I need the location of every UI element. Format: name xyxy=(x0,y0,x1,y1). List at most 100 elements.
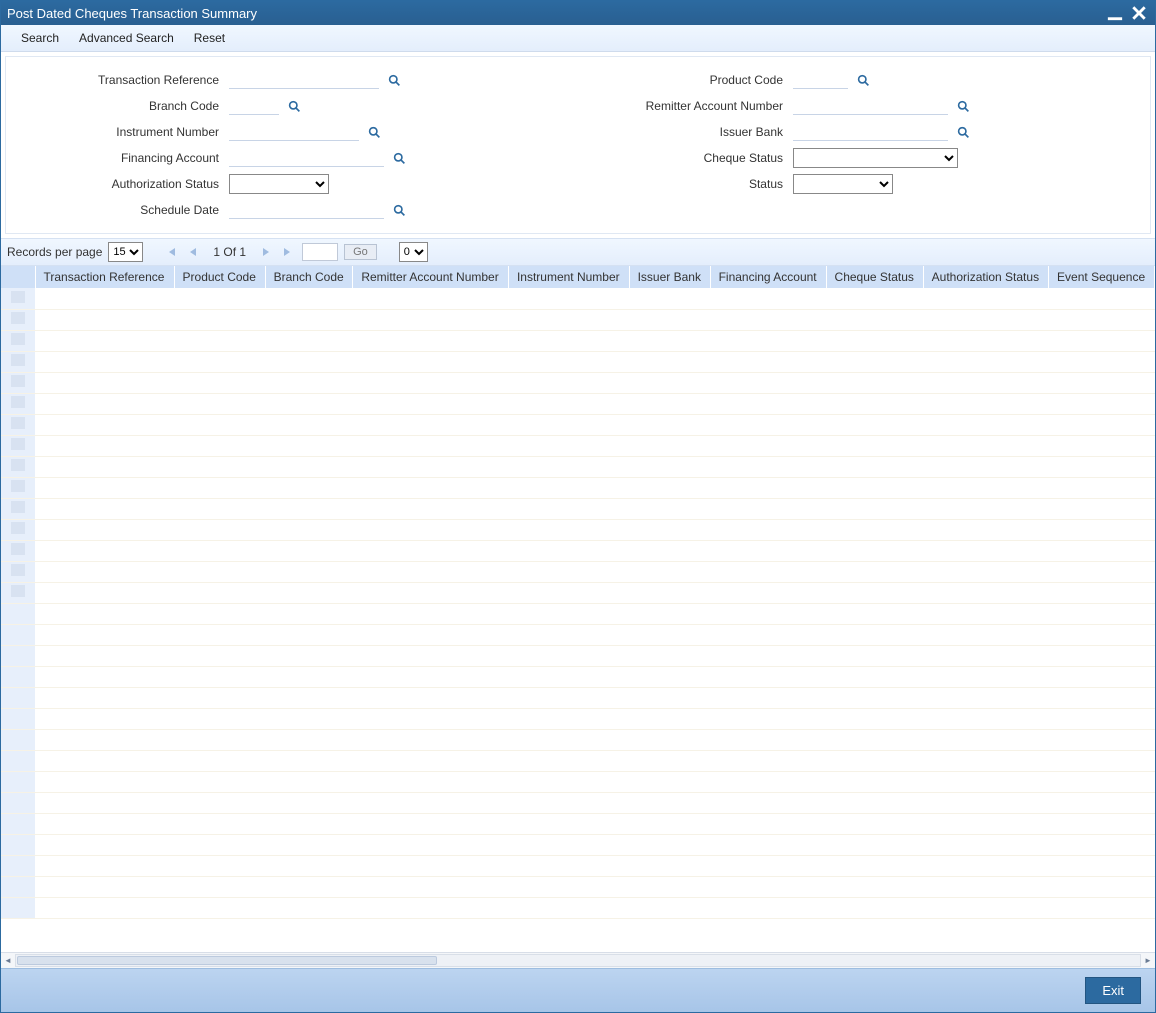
pager-lock-select[interactable]: 0 xyxy=(399,242,428,262)
product-code-input[interactable] xyxy=(793,71,848,89)
row-checkbox[interactable] xyxy=(11,438,25,450)
col-event-sequence[interactable]: Event Sequence xyxy=(1049,266,1155,288)
financing-account-input[interactable] xyxy=(229,149,384,167)
pager-next-button[interactable] xyxy=(258,244,274,260)
table-row[interactable] xyxy=(1,540,1155,561)
row-checkbox[interactable] xyxy=(11,522,25,534)
col-transaction-reference[interactable]: Transaction Reference xyxy=(35,266,174,288)
col-branch-code[interactable]: Branch Code xyxy=(265,266,353,288)
table-row[interactable] xyxy=(1,477,1155,498)
row-checkbox[interactable] xyxy=(11,312,25,324)
row-checkbox-cell[interactable] xyxy=(1,309,35,330)
issuer-bank-input[interactable] xyxy=(793,123,948,141)
table-row[interactable] xyxy=(1,330,1155,351)
table-row[interactable] xyxy=(1,582,1155,603)
scroll-left-arrow[interactable]: ◄ xyxy=(1,953,15,968)
row-checkbox[interactable] xyxy=(11,543,25,555)
schedule-date-lookup[interactable] xyxy=(392,203,406,217)
row-checkbox-cell[interactable] xyxy=(1,582,35,603)
branch-code-input[interactable] xyxy=(229,97,279,115)
row-checkbox-cell[interactable] xyxy=(1,540,35,561)
row-checkbox-cell[interactable] xyxy=(1,498,35,519)
cell xyxy=(710,666,826,687)
row-checkbox[interactable] xyxy=(11,480,25,492)
schedule-date-input[interactable] xyxy=(229,201,384,219)
instrument-number-lookup[interactable] xyxy=(367,125,381,139)
row-checkbox-cell[interactable] xyxy=(1,330,35,351)
table-row[interactable] xyxy=(1,414,1155,435)
row-checkbox-cell[interactable] xyxy=(1,477,35,498)
row-checkbox[interactable] xyxy=(11,354,25,366)
row-checkbox[interactable] xyxy=(11,396,25,408)
row-checkbox-cell[interactable] xyxy=(1,519,35,540)
row-checkbox-cell[interactable] xyxy=(1,561,35,582)
table-row[interactable] xyxy=(1,519,1155,540)
product-code-lookup[interactable] xyxy=(856,73,870,87)
remitter-account-number-input[interactable] xyxy=(793,97,948,115)
transaction-reference-lookup[interactable] xyxy=(387,73,401,87)
row-checkbox-cell[interactable] xyxy=(1,414,35,435)
cell xyxy=(265,813,353,834)
pager-page-input[interactable] xyxy=(302,243,338,261)
horizontal-scrollbar[interactable]: ◄ ► xyxy=(1,952,1155,968)
table-row[interactable] xyxy=(1,309,1155,330)
table-row[interactable] xyxy=(1,498,1155,519)
row-checkbox-cell[interactable] xyxy=(1,372,35,393)
instrument-number-input[interactable] xyxy=(229,123,359,141)
row-checkbox[interactable] xyxy=(11,564,25,576)
col-cheque-status[interactable]: Cheque Status xyxy=(826,266,923,288)
table-row[interactable] xyxy=(1,435,1155,456)
reset-link[interactable]: Reset xyxy=(194,31,225,45)
table-row[interactable] xyxy=(1,561,1155,582)
financing-account-lookup[interactable] xyxy=(392,151,406,165)
authorization-status-select[interactable] xyxy=(229,174,329,194)
row-checkbox-cell[interactable] xyxy=(1,351,35,372)
row-checkbox-cell[interactable] xyxy=(1,393,35,414)
col-issuer-bank[interactable]: Issuer Bank xyxy=(629,266,710,288)
col-remitter-account-number[interactable]: Remitter Account Number xyxy=(353,266,509,288)
col-instrument-number[interactable]: Instrument Number xyxy=(508,266,629,288)
close-button[interactable] xyxy=(1129,3,1149,23)
advanced-search-link[interactable]: Advanced Search xyxy=(79,31,174,45)
minimize-button[interactable] xyxy=(1105,3,1125,23)
branch-code-lookup[interactable] xyxy=(287,99,301,113)
cell xyxy=(826,729,923,750)
scroll-track[interactable] xyxy=(15,954,1141,967)
scroll-thumb[interactable] xyxy=(17,956,437,965)
exit-button[interactable]: Exit xyxy=(1085,977,1141,1004)
row-checkbox-cell xyxy=(1,834,35,855)
cheque-status-select[interactable] xyxy=(793,148,958,168)
row-checkbox-cell[interactable] xyxy=(1,435,35,456)
transaction-reference-input[interactable] xyxy=(229,71,379,89)
issuer-bank-lookup[interactable] xyxy=(956,125,970,139)
row-checkbox[interactable] xyxy=(11,417,25,429)
table-row[interactable] xyxy=(1,456,1155,477)
status-select[interactable] xyxy=(793,174,893,194)
table-row[interactable] xyxy=(1,372,1155,393)
row-checkbox[interactable] xyxy=(11,585,25,597)
pager-first-button[interactable] xyxy=(163,244,179,260)
row-checkbox[interactable] xyxy=(11,375,25,387)
table-row[interactable] xyxy=(1,288,1155,309)
pager-last-button[interactable] xyxy=(280,244,296,260)
cell xyxy=(174,792,265,813)
row-checkbox[interactable] xyxy=(11,501,25,513)
col-product-code[interactable]: Product Code xyxy=(174,266,265,288)
grid-container[interactable]: Transaction Reference Product Code Branc… xyxy=(1,266,1155,952)
cell xyxy=(923,708,1048,729)
row-checkbox[interactable] xyxy=(11,459,25,471)
scroll-right-arrow[interactable]: ► xyxy=(1141,953,1155,968)
table-row[interactable] xyxy=(1,351,1155,372)
row-checkbox-cell[interactable] xyxy=(1,288,35,309)
search-link[interactable]: Search xyxy=(21,31,59,45)
row-checkbox[interactable] xyxy=(11,333,25,345)
remitter-account-number-lookup[interactable] xyxy=(956,99,970,113)
col-financing-account[interactable]: Financing Account xyxy=(710,266,826,288)
row-checkbox[interactable] xyxy=(11,291,25,303)
pager-go-button[interactable]: Go xyxy=(344,244,377,260)
records-per-page-select[interactable]: 15 xyxy=(108,242,143,262)
col-authorization-status[interactable]: Authorization Status xyxy=(923,266,1048,288)
table-row[interactable] xyxy=(1,393,1155,414)
row-checkbox-cell[interactable] xyxy=(1,456,35,477)
pager-prev-button[interactable] xyxy=(185,244,201,260)
